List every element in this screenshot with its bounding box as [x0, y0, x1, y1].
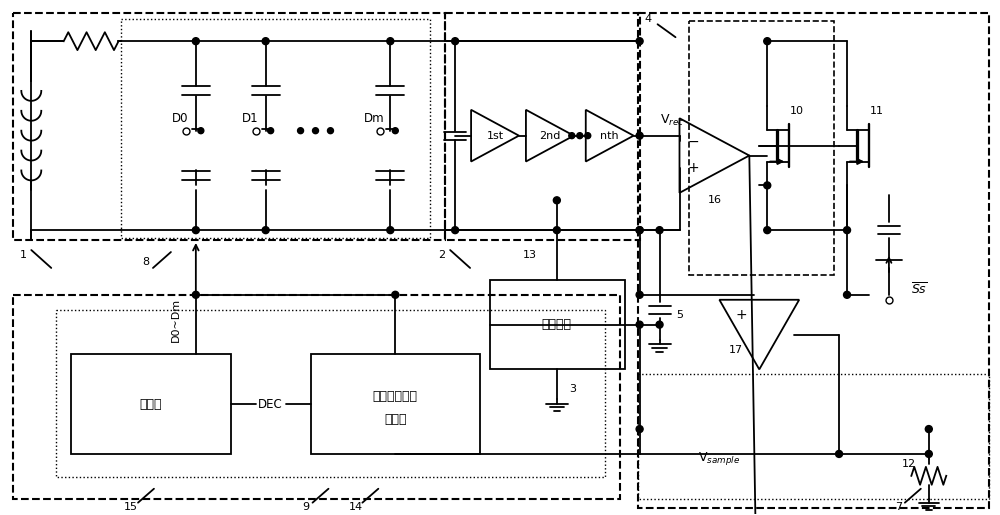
Bar: [13, 295, 620, 499]
Text: nth: nth: [600, 131, 619, 141]
Text: D0~Dm: D0~Dm: [171, 298, 181, 342]
Bar: [121, 19, 430, 238]
Bar: [638, 374, 989, 499]
Circle shape: [585, 133, 591, 139]
Circle shape: [452, 227, 459, 234]
Circle shape: [656, 227, 663, 234]
Text: 计数器: 计数器: [140, 398, 162, 410]
Bar: [490, 280, 625, 369]
Text: 15: 15: [124, 502, 138, 511]
Circle shape: [327, 128, 333, 134]
Circle shape: [836, 451, 843, 457]
Bar: [689, 21, 834, 275]
Text: 12: 12: [902, 459, 916, 469]
Circle shape: [192, 227, 199, 234]
Text: 9: 9: [302, 502, 309, 511]
Text: 1st: 1st: [486, 131, 504, 141]
Circle shape: [636, 425, 643, 433]
Circle shape: [387, 227, 394, 234]
Text: V$_{sample}$: V$_{sample}$: [698, 451, 740, 468]
Circle shape: [387, 38, 394, 45]
Circle shape: [925, 451, 932, 457]
Text: 16: 16: [707, 195, 721, 205]
Text: 14: 14: [348, 502, 362, 511]
Circle shape: [198, 128, 204, 134]
Text: 电路负载: 电路负载: [542, 318, 572, 331]
Circle shape: [636, 227, 643, 234]
Circle shape: [452, 38, 459, 45]
Text: 8: 8: [142, 257, 150, 267]
Circle shape: [844, 291, 851, 298]
Circle shape: [636, 227, 643, 234]
Circle shape: [636, 291, 643, 298]
Circle shape: [392, 291, 399, 298]
Circle shape: [192, 38, 199, 45]
Text: Dm: Dm: [364, 112, 385, 125]
Text: 模式切换和判: 模式切换和判: [373, 390, 418, 403]
Circle shape: [262, 227, 269, 234]
Text: 2nd: 2nd: [539, 131, 561, 141]
Circle shape: [764, 38, 771, 45]
Circle shape: [392, 128, 398, 134]
Circle shape: [268, 128, 274, 134]
Circle shape: [764, 182, 771, 189]
Circle shape: [313, 128, 319, 134]
Text: $\overline{Ss}$: $\overline{Ss}$: [911, 282, 927, 298]
Text: 2: 2: [439, 250, 446, 260]
Text: DEC: DEC: [258, 398, 283, 410]
Text: 1: 1: [20, 250, 27, 260]
Bar: [445, 13, 640, 240]
Circle shape: [569, 133, 575, 139]
Circle shape: [553, 197, 560, 204]
Text: $+$: $+$: [687, 162, 700, 176]
Text: V$_{rec}$: V$_{rec}$: [660, 113, 684, 128]
Text: D0: D0: [172, 112, 188, 125]
Circle shape: [636, 321, 643, 328]
Text: 10: 10: [790, 106, 804, 116]
Text: 17: 17: [729, 345, 743, 354]
Circle shape: [844, 227, 851, 234]
Bar: [638, 13, 989, 508]
Text: 决逻辑: 决逻辑: [384, 413, 407, 425]
Text: 13: 13: [523, 250, 537, 260]
Text: $-$: $-$: [687, 133, 700, 148]
Circle shape: [298, 128, 304, 134]
Circle shape: [636, 38, 643, 45]
Bar: [71, 354, 231, 454]
Circle shape: [577, 133, 583, 139]
Circle shape: [925, 425, 932, 433]
Circle shape: [192, 291, 199, 298]
Text: D1: D1: [241, 112, 258, 125]
Text: $+$: $+$: [735, 307, 747, 322]
Text: 5: 5: [676, 310, 683, 320]
Circle shape: [656, 321, 663, 328]
Text: 3: 3: [569, 384, 576, 394]
Bar: [13, 13, 445, 240]
Circle shape: [553, 227, 560, 234]
Text: 4: 4: [644, 14, 651, 24]
Circle shape: [764, 227, 771, 234]
Circle shape: [636, 132, 643, 139]
Bar: [56, 310, 605, 477]
Circle shape: [262, 38, 269, 45]
Text: 7: 7: [895, 502, 902, 511]
Bar: [311, 354, 480, 454]
Text: 11: 11: [870, 106, 884, 116]
